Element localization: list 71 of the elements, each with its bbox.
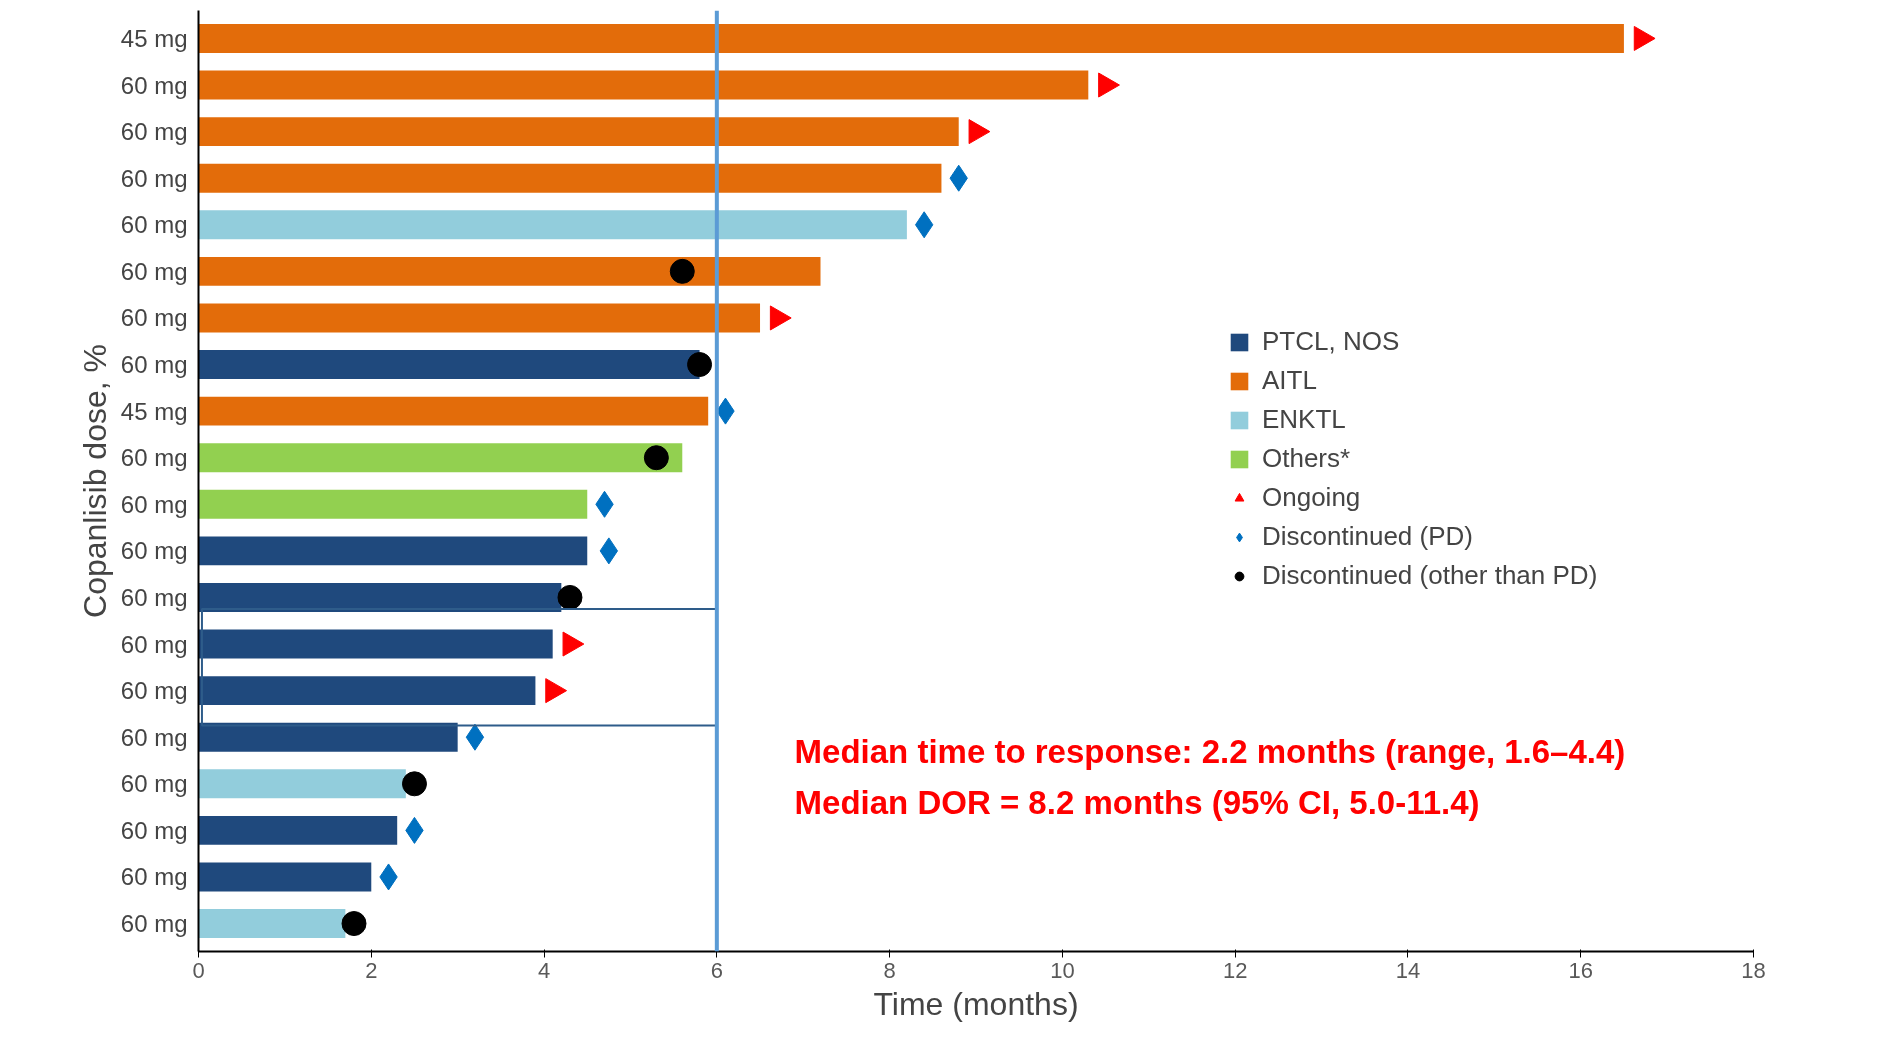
bar [198,583,562,612]
point [599,537,619,565]
point [687,352,713,378]
y-tick-label: 60 mg [120,630,188,658]
annotation: Median DOR = 8.2 months (95% CI, 5.0-11.4) [794,783,1480,821]
point [669,258,695,284]
bar [198,350,700,379]
legend-label: Ongoing [1262,482,1361,513]
y-tick-label: 60 mg [120,583,188,611]
annotation: Median time to response: 2.2 months (range, 1.6–4.4) [794,732,1626,770]
point [465,723,485,751]
y-tick-label: 60 mg [120,71,188,99]
y-tick-label: 60 mg [120,211,188,239]
bar [198,676,536,706]
bar [198,909,346,938]
bar [198,256,821,286]
legend-label: Discontinued (PD) [1262,521,1473,552]
legend-label: PTCL, NOS [1262,326,1400,357]
y-tick-label: 60 mg [120,444,188,472]
x-tick-label: 4 [537,957,551,983]
bar [198,24,1624,53]
bar [198,862,372,892]
y-tick-label: 45 mg [120,397,188,425]
x-tick-label: 10 [1050,957,1075,983]
bar [198,210,907,240]
y-tick-label: 60 mg [120,910,188,938]
bar [198,489,588,519]
point [341,911,367,937]
y-tick-label: 60 mg [120,770,188,798]
point [1098,72,1120,98]
bar [198,303,761,333]
x-tick-label: 8 [883,957,896,983]
y-tick-label: 60 mg [120,863,188,891]
point [1633,25,1656,51]
bar [198,815,398,845]
y-tick-label: 60 mg [120,304,188,332]
legend-label: AITL [1262,365,1317,396]
y-tick-label: 60 mg [120,723,188,751]
bar [198,722,458,752]
x-tick-label: 0 [192,957,205,983]
y-tick-label: 60 mg [120,490,188,518]
bar [198,769,406,799]
legend-label: ENKTL [1262,404,1346,435]
y-tick-label: 60 mg [120,351,188,379]
y-tick-label: 45 mg [120,24,188,52]
x-tick-label: 14 [1395,957,1421,983]
y-tick-label: 60 mg [120,257,188,285]
legend-label: Others* [1262,443,1351,474]
y-tick-label: 60 mg [120,816,188,844]
bar [198,396,709,426]
y-tick-label: 60 mg [120,118,188,146]
y-axis-title: Copanlisib dose, % [76,344,113,618]
x-tick-label: 18 [1741,957,1766,983]
point [643,445,669,471]
legend-label: Discontinued (other than PD) [1262,560,1598,591]
bar [198,443,683,473]
bar [198,70,1089,100]
x-axis-title: Time (months) [873,985,1079,1022]
point [401,771,427,797]
x-tick-label: 12 [1222,957,1248,983]
x-tick-label: 16 [1568,957,1593,983]
point [557,584,583,610]
y-tick-label: 60 mg [120,677,188,705]
x-tick-label: 6 [710,957,723,983]
bar [198,536,588,566]
bar [198,117,959,147]
bar [198,629,553,659]
y-tick-label: 60 mg [120,164,188,192]
bar [198,163,942,193]
y-tick-label: 60 mg [120,537,188,565]
x-tick-label: 2 [365,957,378,983]
